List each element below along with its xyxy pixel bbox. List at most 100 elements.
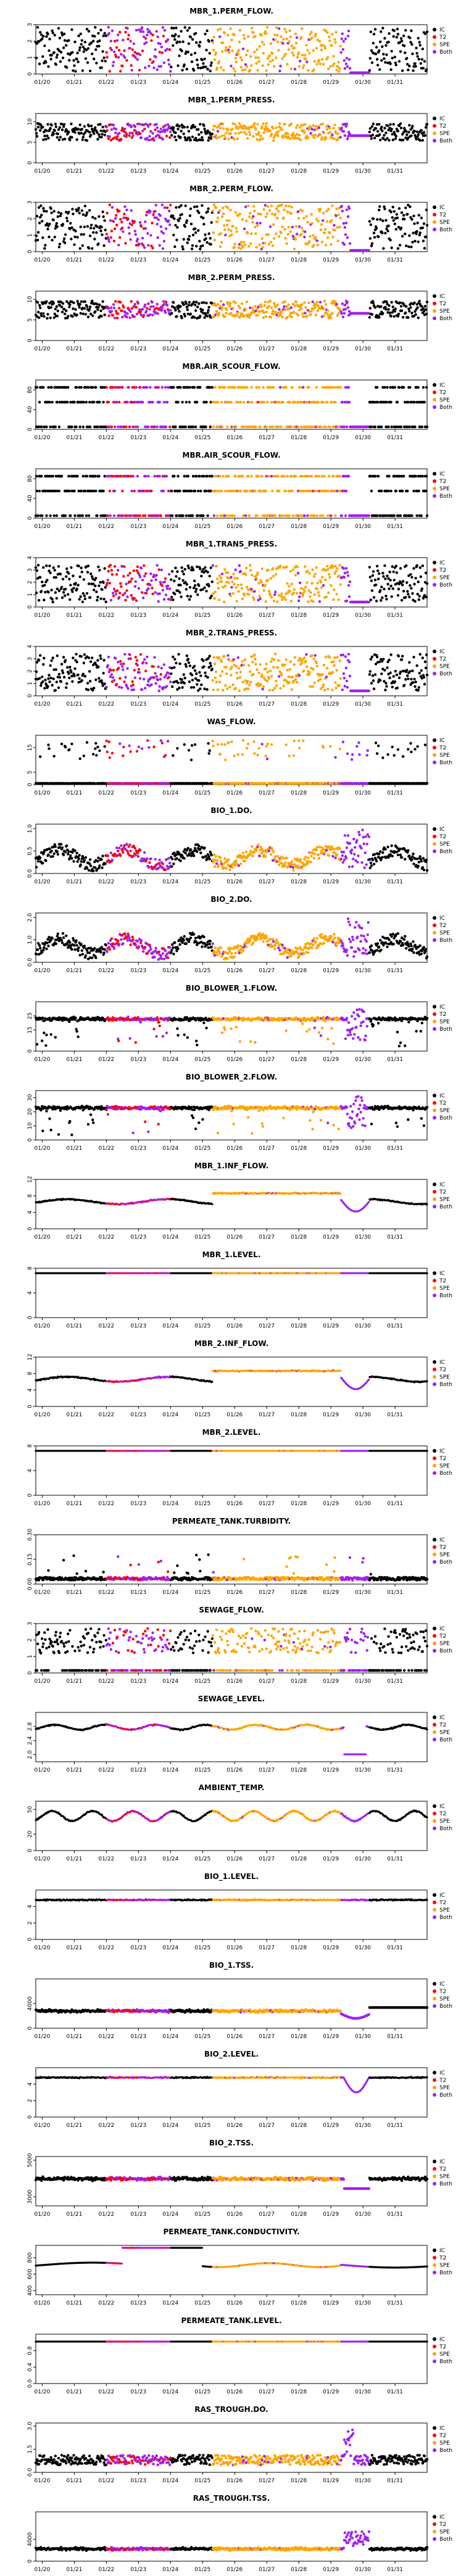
data-point [347, 30, 351, 33]
data-point [279, 313, 282, 316]
data-point [183, 682, 186, 685]
plot-frame [35, 113, 428, 163]
data-point [151, 592, 154, 595]
x-tick-label: 01/23 [130, 613, 146, 619]
data-point [367, 249, 370, 252]
data-point [130, 514, 133, 518]
data-point [79, 312, 82, 315]
data-point [160, 204, 164, 207]
x-tick-label: 01/26 [227, 613, 243, 619]
data-point [374, 583, 378, 587]
data-point [323, 425, 327, 429]
data-point [115, 137, 118, 141]
data-point [281, 400, 285, 404]
data-point [376, 130, 380, 133]
data-point [175, 575, 178, 578]
data-point [175, 27, 178, 30]
data-point [282, 216, 285, 220]
data-point [423, 400, 426, 404]
legend-label: T2 [439, 390, 446, 396]
legend-label: T2 [439, 479, 446, 485]
data-point [268, 225, 272, 228]
data-point [330, 219, 333, 222]
data-point [130, 209, 133, 212]
legend-marker [433, 117, 436, 120]
data-point [312, 307, 315, 311]
data-point [326, 514, 330, 518]
data-point [194, 590, 198, 593]
data-point [402, 590, 405, 593]
data-point [108, 489, 111, 493]
data-point [276, 34, 279, 37]
data-point [76, 51, 79, 55]
data-point [82, 400, 85, 404]
data-point [338, 564, 341, 567]
data-point [252, 215, 255, 218]
data-point [122, 575, 125, 578]
data-point [194, 425, 198, 429]
data-point [151, 300, 154, 304]
data-point [69, 666, 72, 669]
data-point [99, 229, 102, 233]
data-point [259, 597, 262, 600]
data-point [370, 137, 373, 140]
data-point [91, 575, 94, 578]
data-point [387, 577, 390, 580]
data-point [390, 425, 393, 429]
data-point [288, 40, 291, 43]
data-point [177, 128, 180, 131]
data-point [371, 133, 375, 137]
data-point [275, 572, 278, 576]
data-point [132, 569, 135, 572]
data-point [70, 566, 73, 569]
data-point [164, 425, 168, 429]
data-point [133, 400, 136, 404]
data-point [314, 133, 317, 137]
data-point [224, 489, 227, 493]
data-point [217, 489, 220, 493]
data-point [255, 576, 258, 580]
data-point [257, 386, 260, 389]
data-point [391, 311, 394, 314]
data-point [163, 28, 167, 32]
data-point [107, 314, 110, 318]
data-point [255, 246, 258, 249]
data-point [72, 587, 75, 590]
data-point [78, 425, 81, 429]
data-point [316, 134, 319, 138]
legend-marker [433, 43, 436, 46]
data-point [185, 400, 188, 404]
data-point [399, 50, 402, 53]
data-point [114, 217, 117, 220]
data-point [74, 229, 77, 233]
data-point [207, 232, 210, 235]
data-point [88, 234, 92, 237]
data-point [322, 62, 325, 66]
data-point [291, 302, 295, 305]
plot-frame [35, 24, 428, 75]
x-tick-label: 01/31 [387, 701, 403, 708]
data-point [259, 134, 262, 138]
x-tick-label: 01/27 [259, 613, 275, 619]
data-point [89, 582, 93, 585]
data-point [222, 688, 225, 691]
data-point [334, 300, 337, 303]
data-point [128, 131, 131, 134]
data-point [274, 38, 277, 41]
data-point [254, 226, 257, 229]
data-point [267, 474, 271, 478]
data-point [130, 400, 133, 404]
data-point [388, 587, 391, 590]
data-point [170, 672, 173, 675]
data-point [105, 51, 108, 54]
data-point [40, 474, 43, 478]
x-tick-label: 01/27 [259, 346, 275, 352]
data-point [334, 514, 337, 518]
data-point [83, 675, 87, 678]
data-point [399, 122, 402, 125]
data-point [89, 660, 93, 663]
data-point [52, 133, 55, 136]
data-point [216, 28, 220, 31]
data-point [401, 69, 404, 72]
data-point [57, 672, 61, 676]
